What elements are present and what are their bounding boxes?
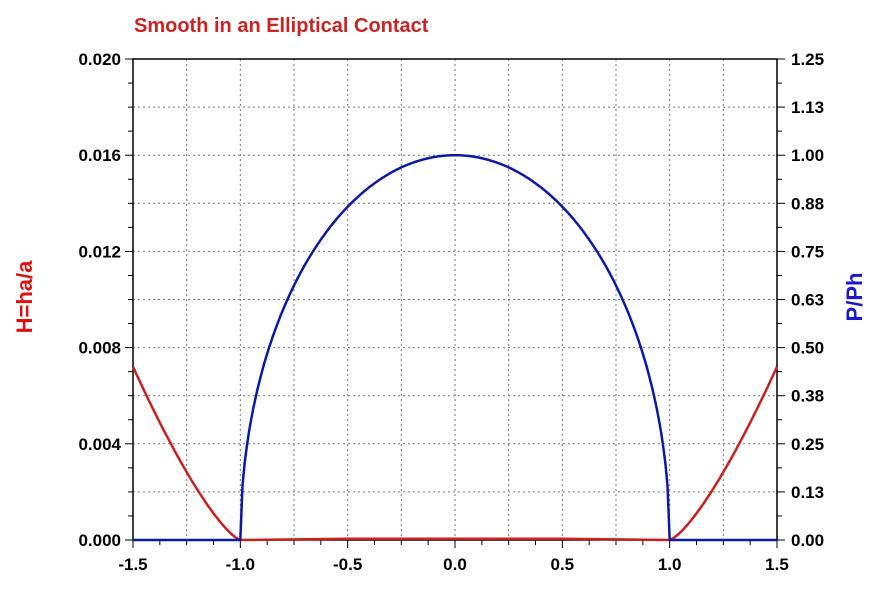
y-tick-label: 0.012 xyxy=(78,242,121,261)
y-tick-label: 0.004 xyxy=(78,435,121,454)
y-tick-label: 0.020 xyxy=(78,50,121,69)
chart-title: Smooth in an Elliptical Contact xyxy=(134,15,429,37)
y2-tick-label: 0.88 xyxy=(791,194,824,213)
y2-tick-label: 1.25 xyxy=(791,50,824,69)
x-tick-label: 0.5 xyxy=(551,555,575,574)
y-axis-title: H=ha/a xyxy=(12,260,37,334)
y-tick-label: 0.016 xyxy=(78,146,121,165)
y2-tick-label: 0.13 xyxy=(791,483,824,502)
y-tick-label: 0.008 xyxy=(78,339,121,358)
y2-axis-title: P/Ph xyxy=(842,273,867,322)
y2-tick-label: 0.25 xyxy=(791,435,824,454)
x-tick-label: 1.5 xyxy=(765,555,789,574)
grid xyxy=(133,59,777,540)
y2-tick-label: 0.50 xyxy=(791,339,824,358)
x-tick-label: 1.0 xyxy=(658,555,682,574)
ticks: 0.000 0.004 0.008 0.012 0.016 0.020 0.00 0.13 0.… xyxy=(78,50,824,574)
y2-tick-label: 0.63 xyxy=(791,291,824,310)
x-tick-label: 0.0 xyxy=(443,555,467,574)
y2-tick-label: 1.13 xyxy=(791,98,824,117)
x-tick-label: -1.5 xyxy=(118,555,147,574)
x-tick-label: -0.5 xyxy=(333,555,362,574)
y2-tick-label: 1.00 xyxy=(791,146,824,165)
x-tick-label: -1.0 xyxy=(226,555,255,574)
y2-tick-label: 0.38 xyxy=(791,387,824,406)
y2-tick-label: 0.75 xyxy=(791,242,824,261)
y-tick-label: 0.000 xyxy=(78,531,121,550)
y2-tick-label: 0.00 xyxy=(791,531,824,550)
